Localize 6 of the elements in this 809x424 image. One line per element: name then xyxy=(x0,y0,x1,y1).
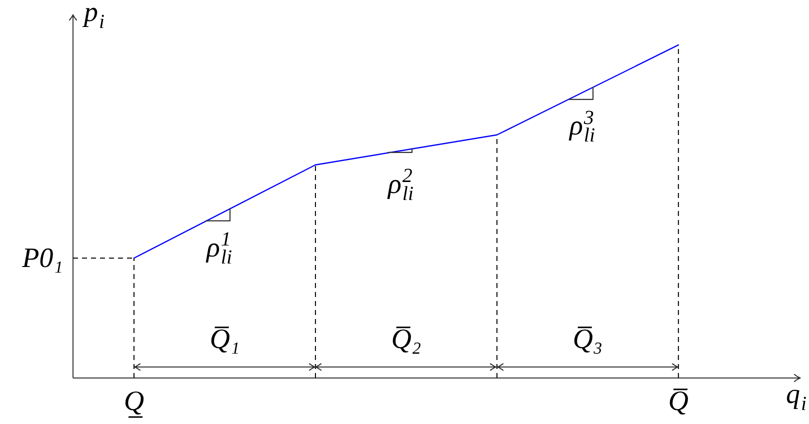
annotation: Q̅₂ xyxy=(391,324,422,355)
x-tick-label: Q̲ xyxy=(124,386,144,418)
x-tick-label: Q̅ xyxy=(668,386,689,417)
ref-line-label: P0₁ xyxy=(21,243,64,274)
annotation: Q̅₁ xyxy=(210,324,240,355)
annotation: Q̅₃ xyxy=(572,324,603,355)
